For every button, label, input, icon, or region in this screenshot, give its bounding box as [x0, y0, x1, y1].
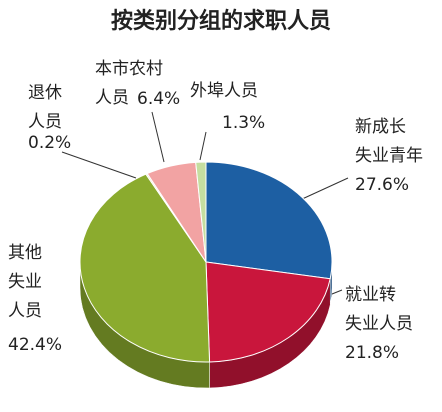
leader-line	[199, 131, 207, 161]
slice-label: 其他失业人员	[8, 243, 42, 321]
slice	[205, 161, 333, 280]
value-label: 42.4%	[8, 335, 62, 355]
leader-lines	[61, 111, 349, 303]
slice	[205, 261, 331, 363]
value-label: 6.4%	[137, 89, 180, 109]
slice	[195, 161, 207, 263]
pie-top	[79, 161, 333, 363]
slice-label: 外埠人员	[190, 81, 258, 101]
slice	[79, 173, 211, 363]
chart-title: 按类别分组的求职人员	[111, 8, 331, 34]
value-label: 0.2%	[28, 133, 71, 153]
value-label: 27.6%	[355, 175, 409, 195]
slice-label: 本市农村人员	[95, 59, 163, 108]
slice-label: 新成长失业青年	[355, 117, 423, 166]
value-label: 21.8%	[345, 343, 399, 363]
leader-line	[151, 111, 165, 163]
value-label: 1.3%	[222, 113, 265, 133]
slice-label: 就业转失业人员	[345, 285, 413, 334]
leader-line	[61, 151, 137, 179]
leader-line	[299, 177, 349, 201]
slice-label: 退休人员	[28, 83, 62, 132]
